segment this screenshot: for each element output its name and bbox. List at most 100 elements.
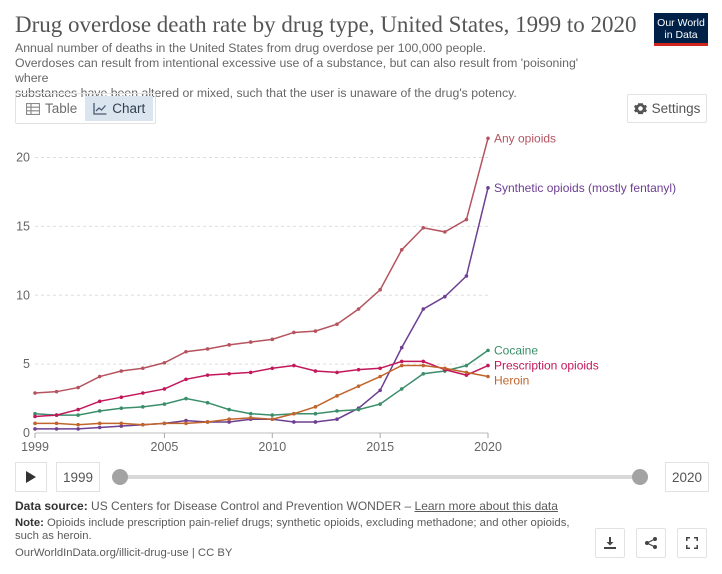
data-point — [141, 422, 145, 427]
timeline-track[interactable] — [120, 475, 640, 479]
data-point — [33, 411, 37, 416]
note: Note: Opioids include prescription pain-… — [15, 517, 585, 543]
data-point — [270, 413, 275, 417]
data-point — [119, 421, 124, 426]
settings-button[interactable]: Settings — [627, 94, 707, 123]
chart-icon — [93, 102, 107, 115]
series-label: Prescription opioids — [494, 359, 599, 373]
data-point — [184, 418, 188, 423]
data-point — [162, 387, 167, 391]
source-label: Data source: — [15, 499, 88, 513]
timeline-end-handle[interactable] — [632, 469, 648, 485]
data-point — [378, 388, 382, 393]
data-point — [378, 366, 382, 371]
data-point — [270, 366, 275, 371]
data-point — [227, 420, 231, 424]
series-line — [34, 138, 489, 394]
timeline-start-handle[interactable] — [112, 469, 128, 485]
series-label: Cocaine — [494, 343, 538, 357]
y-tick-label: 0 — [23, 426, 30, 440]
series-line — [35, 364, 489, 426]
data-point — [464, 370, 469, 375]
fullscreen-icon — [686, 537, 698, 549]
note-text: Opioids include prescription pain-relief… — [15, 517, 570, 542]
data-point — [486, 348, 490, 353]
data-point — [356, 384, 361, 388]
data-point — [119, 424, 124, 428]
data-point — [162, 360, 167, 365]
source-text: US Centers for Disease Control and Preve… — [91, 499, 415, 513]
data-point — [399, 359, 404, 364]
play-icon — [26, 471, 36, 483]
data-point — [486, 186, 490, 190]
data-point — [248, 411, 253, 416]
data-point — [184, 396, 188, 401]
y-tick-label: 10 — [16, 288, 30, 302]
learn-more-link[interactable]: Learn more about this data — [414, 499, 558, 513]
data-point — [378, 374, 382, 379]
settings-label: Settings — [651, 101, 701, 116]
data-point — [443, 294, 447, 299]
tab-table[interactable]: Table — [18, 96, 85, 121]
owid-logo[interactable]: Our World in Data — [654, 13, 708, 46]
series-label: Heroin — [494, 374, 529, 388]
data-point — [464, 274, 469, 278]
subtitle-line: Overdoses can result from intentional ex… — [15, 56, 579, 85]
data-point — [292, 411, 296, 416]
data-point — [248, 416, 253, 420]
timeline-start-year[interactable]: 1999 — [56, 462, 100, 492]
play-button[interactable] — [15, 462, 47, 492]
data-point — [335, 409, 339, 413]
data-point — [76, 413, 80, 417]
table-icon — [26, 102, 40, 115]
data-point — [97, 399, 102, 404]
data-point — [335, 322, 339, 326]
download-button[interactable] — [595, 528, 625, 558]
chart-subtitle: Annual number of deaths in the United St… — [15, 41, 615, 101]
data-point — [227, 371, 231, 376]
data-point — [248, 340, 253, 344]
data-point — [33, 421, 37, 426]
tab-chart[interactable]: Chart — [85, 96, 154, 121]
data-point — [443, 230, 447, 234]
data-point — [356, 407, 361, 412]
data-point — [313, 420, 318, 424]
note-label: Note: — [15, 517, 44, 529]
data-point — [162, 421, 167, 426]
data-point — [335, 394, 339, 398]
series-label: Any opioids — [494, 131, 556, 145]
data-point — [313, 329, 318, 333]
data-point — [33, 391, 37, 395]
data-point — [76, 427, 80, 431]
data-point — [97, 425, 102, 430]
data-point — [248, 370, 253, 375]
tab-table-label: Table — [45, 101, 78, 116]
data-point — [119, 395, 124, 399]
logo-line-2: in Data — [664, 29, 698, 41]
data-point — [33, 414, 37, 419]
data-point — [443, 366, 447, 371]
data-point — [227, 417, 231, 422]
source-url[interactable]: OurWorldInData.org/illicit-drug-use | CC… — [15, 547, 233, 559]
data-point — [399, 345, 404, 350]
data-point — [421, 307, 426, 311]
fullscreen-button[interactable] — [677, 528, 707, 558]
share-button[interactable] — [636, 528, 666, 558]
chart-title: Drug overdose death rate by drug type, U… — [15, 12, 637, 37]
data-point — [54, 389, 59, 394]
data-point — [292, 363, 296, 368]
data-point — [54, 421, 59, 426]
timeline: 1999 2020 — [15, 462, 709, 492]
series-line — [34, 349, 489, 416]
series-line — [35, 187, 489, 430]
x-tick-label: 2020 — [474, 440, 502, 454]
data-point — [184, 377, 188, 382]
data-point — [356, 367, 361, 372]
data-point — [313, 369, 318, 373]
data-point — [270, 417, 275, 422]
timeline-end-year[interactable]: 2020 — [665, 462, 709, 492]
share-icon — [645, 537, 657, 549]
data-point — [421, 371, 426, 376]
tab-chart-label: Chart — [112, 101, 146, 116]
data-point — [162, 402, 167, 406]
